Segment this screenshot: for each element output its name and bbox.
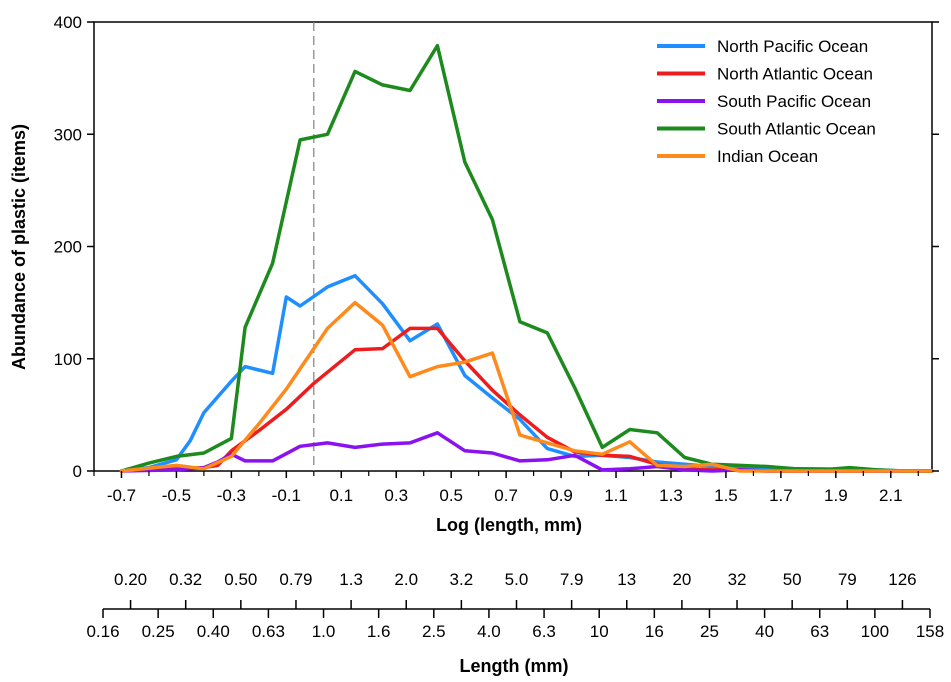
legend-label: North Atlantic Ocean [717, 65, 873, 84]
x-tick-label: 1.9 [824, 486, 848, 505]
series-line-indian-ocean [119, 300, 934, 473]
y-axis-label: Abundance of plastic (items) [9, 124, 29, 370]
y-tick-label: 0 [73, 462, 82, 481]
series-layer [119, 43, 934, 473]
length-tick-label-upper: 20 [672, 570, 691, 589]
x-axis-label: Log (length, mm) [436, 515, 582, 535]
length-tick-label-lower: 0.40 [197, 622, 230, 641]
x-axis: -0.7 -0.5 -0.3 -0.1 0.1 0.3 0.5 0.7 0.9 1.1 1.3 1.5… [93, 471, 919, 505]
length-tick-label-upper: 13 [617, 570, 636, 589]
length-axis: 0.16 0.25 0.40 0.63 1.0 1.6 2.5 4.0 6.3 10 16 25 40 6… [86, 570, 944, 641]
length-tick-label-lower: 40 [755, 622, 774, 641]
length-tick-label-lower: 100 [861, 622, 889, 641]
length-tick-label-lower: 0.16 [86, 622, 119, 641]
length-tick-label-upper: 5.0 [505, 570, 529, 589]
y-tick-label: 400 [54, 13, 82, 32]
legend: North Pacific Ocean North Atlantic Ocean S… [657, 37, 876, 166]
legend-label: North Pacific Ocean [717, 37, 868, 56]
x-tick-label: -0.7 [107, 486, 136, 505]
legend-label: South Pacific Ocean [717, 92, 871, 111]
x-tick-label: 1.5 [714, 486, 738, 505]
legend-label: Indian Ocean [717, 147, 818, 166]
length-tick-label-upper: 0.32 [169, 570, 202, 589]
plot-border [93, 21, 933, 472]
length-tick-label-lower: 0.25 [142, 622, 175, 641]
length-tick-label-upper: 3.2 [450, 570, 474, 589]
length-tick-label-upper: 0.79 [279, 570, 312, 589]
x-tick-label: 0.1 [329, 486, 353, 505]
length-tick-label-lower: 6.3 [532, 622, 556, 641]
x-tick-label: 0.7 [494, 486, 518, 505]
length-tick-label-upper: 50 [783, 570, 802, 589]
x-tick-label: 1.1 [604, 486, 628, 505]
x-tick-label: 0.3 [384, 486, 408, 505]
x-tick-label: 0.5 [439, 486, 463, 505]
length-tick-label-lower: 0.63 [252, 622, 285, 641]
series-line-south-atlantic-ocean [119, 43, 934, 473]
length-tick-label-lower: 10 [590, 622, 609, 641]
y-tick-label: 200 [54, 238, 82, 257]
length-tick-label-upper: 2.0 [394, 570, 418, 589]
x-tick-label: -0.5 [162, 486, 191, 505]
x-tick-label: 1.7 [769, 486, 793, 505]
plot-frame [93, 21, 933, 472]
y-tick-label: 300 [54, 125, 82, 144]
x-tick-label: 0.9 [549, 486, 573, 505]
length-axis-label: Length (mm) [460, 656, 569, 676]
y-axis: 0 100 200 300 400 [54, 13, 939, 481]
length-tick-label-lower: 63 [810, 622, 829, 641]
length-tick-label-lower: 158 [916, 622, 944, 641]
length-tick-label-upper: 79 [838, 570, 857, 589]
length-tick-label-lower: 4.0 [477, 622, 501, 641]
x-tick-label: 2.1 [879, 486, 903, 505]
length-tick-label-lower: 16 [645, 622, 664, 641]
x-tick-label: -0.3 [217, 486, 246, 505]
x-tick-label: 1.3 [659, 486, 683, 505]
y-tick-label: 100 [54, 350, 82, 369]
length-tick-label-upper: 126 [888, 570, 916, 589]
length-tick-label-lower: 2.5 [422, 622, 446, 641]
length-tick-label-upper: 0.20 [114, 570, 147, 589]
length-tick-label-lower: 25 [700, 622, 719, 641]
legend-label: South Atlantic Ocean [717, 120, 876, 139]
x-tick-label: -0.1 [272, 486, 301, 505]
length-tick-label-lower: 1.0 [312, 622, 336, 641]
length-tick-label-upper: 32 [728, 570, 747, 589]
length-tick-label-upper: 0.50 [224, 570, 257, 589]
length-tick-label-upper: 1.3 [339, 570, 363, 589]
length-tick-label-upper: 7.9 [560, 570, 584, 589]
length-tick-label-lower: 1.6 [367, 622, 391, 641]
